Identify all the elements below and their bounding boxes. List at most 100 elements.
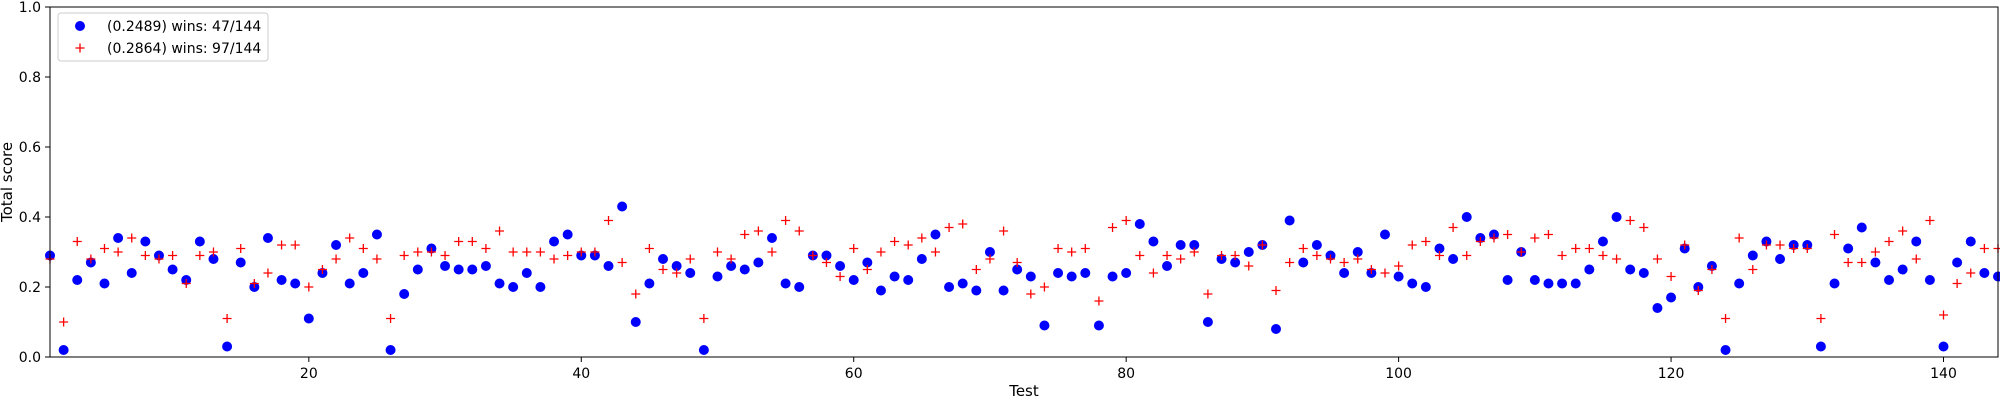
- data-point-red: [1012, 258, 1022, 267]
- data-point-blue: [508, 282, 519, 292]
- legend-label-red: (0.2864) wins: 97/144: [107, 41, 261, 57]
- series-red-plus: [45, 216, 2000, 327]
- data-point-red: [1612, 254, 1622, 264]
- data-point-red: [1298, 244, 1308, 253]
- data-point-red: [1898, 226, 1908, 236]
- data-point-red: [399, 251, 409, 260]
- data-point-blue: [1502, 275, 1513, 285]
- data-point-red: [481, 244, 491, 253]
- data-point-blue: [1080, 268, 1091, 278]
- data-point-blue: [1393, 271, 1404, 282]
- data-point-blue: [1570, 278, 1581, 289]
- data-point-red: [699, 314, 709, 323]
- x-tick-label: 40: [572, 366, 590, 382]
- data-point-blue: [1952, 257, 1963, 268]
- data-point-red: [604, 216, 614, 225]
- data-point-red: [1326, 254, 1335, 264]
- data-point-red: [1598, 251, 1608, 260]
- data-point-red: [821, 258, 831, 267]
- data-point-red: [1721, 314, 1731, 323]
- data-point-blue: [644, 278, 655, 289]
- data-point-red: [1775, 240, 1785, 250]
- data-point-red: [835, 272, 845, 281]
- data-point-blue: [875, 285, 886, 296]
- data-point-red: [1857, 258, 1867, 267]
- data-point-red: [59, 317, 69, 327]
- data-point-red: [99, 244, 109, 253]
- data-point-red: [1748, 265, 1758, 274]
- data-point-red: [1584, 244, 1594, 253]
- data-point-blue: [331, 240, 342, 250]
- data-point-red: [1761, 240, 1771, 250]
- data-point-red: [1830, 230, 1840, 239]
- data-point-red: [1557, 251, 1567, 260]
- data-point-red: [1666, 272, 1676, 281]
- data-point-blue: [494, 278, 505, 289]
- data-point-blue: [1938, 341, 1949, 352]
- legend-label-blue: (0.2489) wins: 47/144: [107, 19, 261, 35]
- data-point-red: [522, 247, 532, 257]
- data-point-blue: [208, 254, 219, 264]
- data-point-blue: [794, 282, 805, 292]
- data-point-red: [1108, 223, 1118, 232]
- data-point-blue: [1638, 268, 1649, 278]
- data-point-blue: [1420, 282, 1431, 292]
- data-point-red: [440, 251, 450, 260]
- data-point-blue: [1775, 254, 1786, 264]
- data-point-blue: [1311, 240, 1322, 250]
- legend: (0.2489) wins: 47/144 (0.2864) wins: 97/…: [57, 12, 269, 62]
- data-point-red: [672, 268, 682, 278]
- data-point-red: [331, 254, 341, 264]
- data-point-red: [263, 268, 273, 278]
- data-point-red: [1135, 251, 1145, 260]
- data-point-red: [726, 254, 736, 264]
- data-point-blue: [535, 282, 546, 292]
- x-axis-label: Test: [1008, 382, 1039, 400]
- data-point-red: [1394, 261, 1404, 271]
- data-point-blue: [971, 285, 982, 296]
- data-point-red: [890, 237, 900, 246]
- data-point-blue: [113, 233, 124, 243]
- data-point-blue: [276, 275, 287, 285]
- y-tick-label: 0.2: [19, 280, 41, 296]
- y-tick-label: 0.8: [19, 70, 41, 86]
- series-blue-circles: [45, 201, 2000, 355]
- data-point-blue: [1121, 268, 1132, 278]
- data-point-red: [631, 289, 641, 299]
- data-point-blue: [1993, 271, 2000, 282]
- data-point-blue: [1066, 271, 1077, 282]
- data-point-blue: [1720, 345, 1731, 355]
- data-point-red: [1543, 230, 1553, 239]
- data-point-red: [1053, 244, 1063, 253]
- data-point-red: [576, 247, 586, 257]
- data-point-red: [1707, 265, 1717, 274]
- data-point-red: [1217, 251, 1227, 260]
- data-point-blue: [903, 275, 914, 285]
- data-point-red: [345, 233, 355, 243]
- data-point-red: [1530, 233, 1540, 243]
- data-point-blue: [385, 345, 396, 355]
- x-axis: 20 40 60 80 100 120 140: [300, 357, 1957, 382]
- data-point-blue: [126, 268, 137, 278]
- data-point-red: [1080, 244, 1090, 253]
- data-point-blue: [1448, 254, 1459, 264]
- data-point-red: [236, 244, 246, 253]
- data-point-red: [304, 282, 314, 292]
- data-point-red: [563, 251, 573, 260]
- data-point-blue: [1611, 212, 1622, 222]
- data-point-blue: [957, 278, 968, 289]
- data-point-red: [1503, 230, 1513, 239]
- data-point-red: [1693, 286, 1703, 295]
- data-point-blue: [1148, 236, 1159, 247]
- x-tick-label: 100: [1385, 366, 1412, 382]
- data-point-red: [127, 233, 137, 243]
- data-point-red: [944, 223, 954, 232]
- data-point-blue: [467, 264, 478, 275]
- data-point-blue: [916, 254, 927, 264]
- data-point-red: [1870, 247, 1880, 257]
- data-point-blue: [1884, 275, 1895, 285]
- data-point-blue: [480, 261, 491, 271]
- data-point-red: [876, 247, 886, 257]
- data-point-blue: [1965, 236, 1976, 247]
